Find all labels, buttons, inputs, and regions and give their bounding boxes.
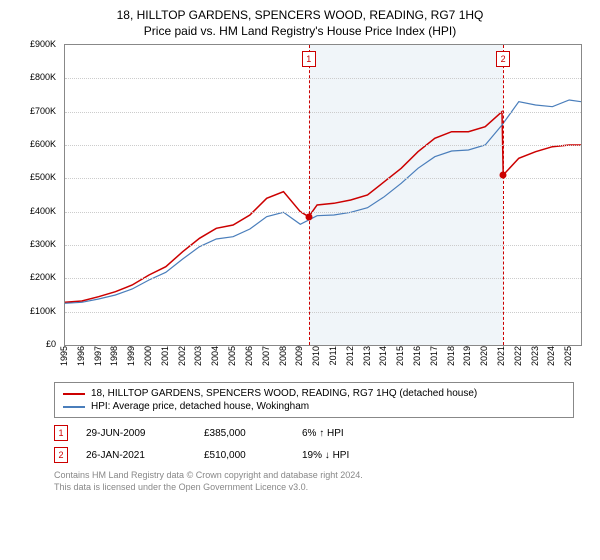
y-tick-label: £300K bbox=[30, 239, 56, 249]
chart-title: 18, HILLTOP GARDENS, SPENCERS WOOD, READ… bbox=[10, 8, 590, 22]
x-tick-label: 2015 bbox=[395, 346, 405, 366]
legend-label: HPI: Average price, detached house, Woki… bbox=[91, 401, 309, 412]
x-tick-label: 2013 bbox=[362, 346, 372, 366]
x-tick-label: 1996 bbox=[76, 346, 86, 366]
x-tick-label: 2000 bbox=[143, 346, 153, 366]
y-tick-label: £800K bbox=[30, 72, 56, 82]
legend-item: HPI: Average price, detached house, Woki… bbox=[63, 400, 565, 413]
x-tick-label: 2004 bbox=[210, 346, 220, 366]
x-tick-label: 2025 bbox=[563, 346, 573, 366]
sale-date: 26-JAN-2021 bbox=[86, 450, 186, 461]
y-tick-label: £700K bbox=[30, 106, 56, 116]
x-tick-label: 2020 bbox=[479, 346, 489, 366]
x-tick-label: 2002 bbox=[177, 346, 187, 366]
x-tick-label: 2019 bbox=[462, 346, 472, 366]
sale-vline bbox=[503, 45, 504, 345]
x-tick-label: 2012 bbox=[345, 346, 355, 366]
x-axis: 1995199619971998199920002001200220032004… bbox=[64, 344, 580, 374]
y-tick-label: £500K bbox=[30, 172, 56, 182]
x-tick-label: 2022 bbox=[513, 346, 523, 366]
x-tick-label: 2018 bbox=[446, 346, 456, 366]
y-tick-label: £200K bbox=[30, 272, 56, 282]
legend-item: 18, HILLTOP GARDENS, SPENCERS WOOD, READ… bbox=[63, 387, 565, 400]
footer: Contains HM Land Registry data © Crown c… bbox=[54, 470, 574, 493]
y-tick-label: £600K bbox=[30, 139, 56, 149]
x-tick-label: 1999 bbox=[126, 346, 136, 366]
sale-diff: 6% ↑ HPI bbox=[302, 428, 392, 439]
x-tick-label: 2011 bbox=[328, 346, 338, 365]
x-tick-label: 2023 bbox=[530, 346, 540, 366]
y-tick-label: £900K bbox=[30, 39, 56, 49]
legend-label: 18, HILLTOP GARDENS, SPENCERS WOOD, READ… bbox=[91, 388, 477, 399]
chart-subtitle: Price paid vs. HM Land Registry's House … bbox=[10, 24, 590, 38]
y-tick-label: £0 bbox=[46, 339, 56, 349]
sale-dot bbox=[500, 172, 507, 179]
x-tick-label: 2006 bbox=[244, 346, 254, 366]
x-tick-label: 2007 bbox=[261, 346, 271, 366]
sale-row: 1 29-JUN-2009 £385,000 6% ↑ HPI bbox=[54, 422, 574, 444]
sale-row-marker: 2 bbox=[54, 447, 68, 463]
sales-table: 1 29-JUN-2009 £385,000 6% ↑ HPI 2 26-JAN-2021… bbox=[54, 422, 574, 466]
x-tick-label: 2017 bbox=[429, 346, 439, 366]
footer-line: This data is licensed under the Open Gov… bbox=[54, 482, 574, 494]
y-tick-label: £100K bbox=[30, 306, 56, 316]
plot-area: £0 £100K £200K £300K £400K £500K £600K £700K £80… bbox=[20, 44, 580, 374]
sale-price: £385,000 bbox=[204, 428, 284, 439]
x-tick-label: 2008 bbox=[278, 346, 288, 366]
x-tick-label: 2024 bbox=[546, 346, 556, 366]
x-tick-label: 1997 bbox=[93, 346, 103, 366]
sale-row-marker: 1 bbox=[54, 425, 68, 441]
x-tick-label: 2005 bbox=[227, 346, 237, 366]
chart-container: 18, HILLTOP GARDENS, SPENCERS WOOD, READ… bbox=[0, 0, 600, 499]
x-tick-label: 2003 bbox=[193, 346, 203, 366]
x-tick-label: 2001 bbox=[160, 346, 170, 366]
sale-marker-box: 1 bbox=[302, 51, 316, 67]
x-tick-label: 2010 bbox=[311, 346, 321, 366]
sale-price: £510,000 bbox=[204, 450, 284, 461]
x-tick-label: 1995 bbox=[59, 346, 69, 366]
x-tick-label: 2009 bbox=[294, 346, 304, 366]
legend-swatch bbox=[63, 406, 85, 408]
sale-diff: 19% ↓ HPI bbox=[302, 450, 392, 461]
y-tick-label: £400K bbox=[30, 206, 56, 216]
x-tick-label: 2014 bbox=[378, 346, 388, 366]
x-tick-label: 2016 bbox=[412, 346, 422, 366]
x-tick-label: 1998 bbox=[109, 346, 119, 366]
x-tick-label: 2021 bbox=[496, 346, 506, 366]
sale-marker-box: 2 bbox=[496, 51, 510, 67]
footer-line: Contains HM Land Registry data © Crown c… bbox=[54, 470, 574, 482]
sale-vline bbox=[309, 45, 310, 345]
plot: 12 bbox=[64, 44, 582, 346]
sale-dot bbox=[305, 213, 312, 220]
sale-date: 29-JUN-2009 bbox=[86, 428, 186, 439]
y-axis: £0£100K£200K£300K£400K£500K£600K£700K£80… bbox=[20, 44, 60, 344]
legend-swatch bbox=[63, 393, 85, 395]
sale-row: 2 26-JAN-2021 £510,000 19% ↓ HPI bbox=[54, 444, 574, 466]
legend: 18, HILLTOP GARDENS, SPENCERS WOOD, READ… bbox=[54, 382, 574, 418]
